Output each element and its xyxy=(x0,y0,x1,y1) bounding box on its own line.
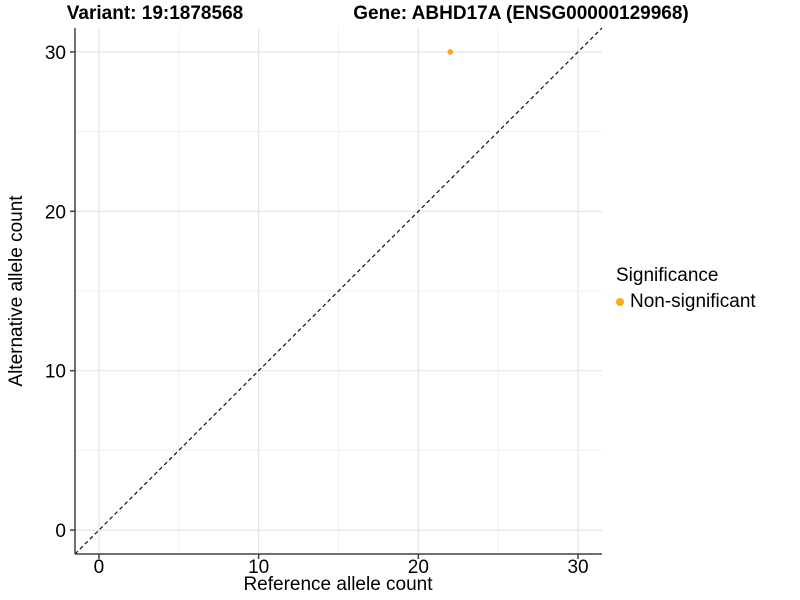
variant-title: Variant: 19:1878568 xyxy=(66,3,244,24)
x-axis-title: Reference allele count xyxy=(243,574,433,595)
x-tick-label: 30 xyxy=(567,557,588,578)
grid-layer xyxy=(75,28,602,554)
y-axis-title: Alternative allele count xyxy=(6,195,27,387)
x-tick-label: 20 xyxy=(408,557,429,578)
axis-layer xyxy=(70,28,602,559)
y-tick-label: 20 xyxy=(45,202,66,223)
y-tick-label: 30 xyxy=(45,43,66,64)
x-tick-label: 10 xyxy=(248,557,269,578)
identity-line-layer xyxy=(74,27,603,555)
x-tick-label: 0 xyxy=(94,557,105,578)
gene-title: Gene: ABHD17A (ENSG00000129968) xyxy=(353,3,689,24)
identity-dashed-line xyxy=(74,27,603,555)
non-significant-dot-icon xyxy=(616,298,624,306)
tick-label-layer: 0 10 20 30 0 10 20 30 xyxy=(45,43,589,578)
legend-entry: Non-significant xyxy=(616,291,756,313)
legend-title: Significance xyxy=(616,265,719,286)
y-tick-label: 0 xyxy=(55,521,66,542)
data-point-layer xyxy=(447,49,454,55)
legend-entry-label: Non-significant xyxy=(630,291,756,312)
y-tick-label: 10 xyxy=(45,362,66,383)
legend: Significance Non-significant xyxy=(616,264,756,313)
data-point xyxy=(447,49,454,55)
